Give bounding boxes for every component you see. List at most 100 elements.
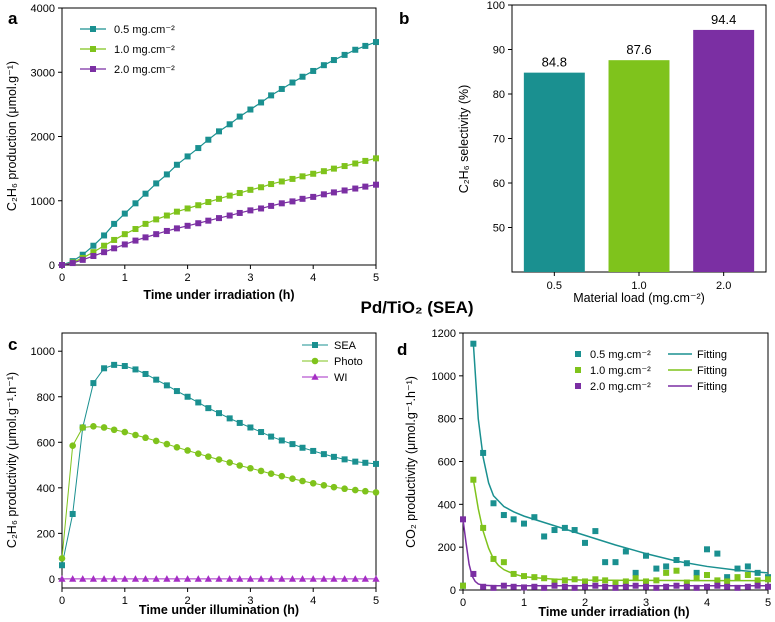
data-point	[622, 548, 629, 555]
data-point	[153, 216, 160, 223]
data-point	[59, 562, 65, 569]
data-point	[258, 429, 265, 436]
data-point	[592, 582, 599, 589]
data-point	[765, 583, 771, 590]
data-point	[531, 574, 538, 581]
bar	[523, 72, 585, 272]
data-point	[754, 577, 761, 584]
data-point	[299, 73, 306, 80]
x-tick-label: 5	[765, 597, 771, 609]
data-point	[121, 210, 128, 217]
data-point	[714, 550, 721, 557]
data-point	[653, 577, 660, 584]
data-point	[101, 232, 108, 239]
panel-letter-d: d	[397, 340, 407, 359]
data-point	[111, 245, 118, 252]
data-point	[246, 575, 254, 582]
data-point	[101, 242, 108, 249]
data-point	[268, 92, 275, 99]
data-point	[257, 575, 265, 582]
data-point	[714, 582, 721, 589]
data-point	[632, 569, 639, 576]
data-point	[330, 453, 337, 460]
x-tick-label: 4	[310, 595, 316, 607]
data-point	[59, 262, 65, 268]
x-tick-label: 1.0	[631, 280, 646, 292]
data-point	[480, 524, 487, 531]
data-point	[299, 195, 306, 202]
panel-d: d 0 1 2 3 4 5 0 200 400 600 800 1000 1200 0.5 mg.cm⁻…	[397, 328, 771, 619]
data-point	[582, 583, 588, 590]
data-point	[195, 145, 202, 152]
data-point	[69, 511, 76, 518]
y-tick-label: 100	[487, 0, 505, 12]
data-point	[142, 220, 149, 227]
data-point	[330, 165, 337, 172]
data-point	[320, 575, 328, 582]
data-point	[173, 225, 180, 232]
data-point	[268, 181, 275, 188]
data-point	[352, 185, 359, 192]
panel-b-xlabel: Material load (mg.cm⁻²)	[573, 291, 705, 305]
data-point	[267, 470, 275, 478]
x-tick-label: 2	[582, 597, 588, 609]
y-tick-label: 90	[493, 45, 505, 57]
bar-value-label: 84.8	[542, 55, 567, 70]
series-line	[61, 157, 377, 266]
data-point	[480, 583, 487, 590]
data-point	[278, 178, 285, 185]
panel-a-legend: 0.5 mg.cm⁻² 1.0 mg.cm⁻² 2.0 mg.cm⁻²	[80, 24, 175, 76]
series-line	[61, 364, 377, 566]
data-point	[152, 575, 160, 582]
data-point	[216, 215, 222, 222]
data-point	[268, 433, 275, 440]
data-point	[205, 405, 212, 412]
data-point	[734, 574, 741, 581]
panel-c-ylabel: C₂H₆ productivity (μmol.g⁻¹.h⁻¹)	[5, 372, 19, 548]
data-point	[163, 575, 171, 582]
data-point	[153, 180, 160, 187]
data-point	[111, 236, 118, 243]
x-tick-label: 0	[59, 595, 65, 607]
data-point	[352, 46, 359, 53]
panel-d-xlabel: Time under irradiation (h)	[538, 605, 689, 619]
data-point	[236, 575, 244, 582]
data-point	[531, 583, 538, 590]
data-point	[90, 380, 97, 387]
data-point	[683, 579, 690, 586]
data-point	[173, 161, 180, 168]
data-point	[490, 555, 497, 562]
panel-c-frame	[61, 332, 377, 589]
data-point	[236, 209, 243, 216]
data-point	[683, 560, 690, 567]
data-point	[561, 577, 568, 584]
data-point	[153, 231, 160, 238]
x-tick-label: 1	[122, 272, 128, 284]
data-point	[236, 190, 243, 197]
data-point	[592, 528, 599, 535]
y-tick-label: 4000	[31, 3, 55, 15]
data-point	[163, 227, 170, 234]
data-point	[195, 399, 202, 406]
data-point	[643, 552, 649, 559]
fit-curve	[462, 519, 768, 587]
legend-label: 0.5 mg.cm⁻²	[590, 349, 651, 361]
x-tick-label: 5	[373, 272, 379, 284]
data-point	[58, 555, 66, 562]
data-point	[247, 207, 254, 214]
data-point	[744, 583, 751, 590]
data-point	[121, 231, 128, 238]
data-point	[320, 482, 328, 489]
figure-title: Pd/TiO₂ (SEA)	[360, 298, 473, 317]
legend-label: 2.0 mg.cm⁻²	[590, 381, 651, 393]
data-point	[69, 442, 76, 450]
fit-curve	[472, 343, 769, 574]
data-point	[341, 163, 348, 170]
data-point	[361, 575, 369, 582]
data-point	[309, 575, 317, 582]
data-point	[278, 575, 286, 582]
y-tick-label: 1000	[31, 346, 55, 358]
x-tick-label: 0.5	[547, 280, 562, 292]
y-tick-label: 400	[438, 499, 456, 511]
y-tick-label: 1200	[432, 328, 456, 340]
